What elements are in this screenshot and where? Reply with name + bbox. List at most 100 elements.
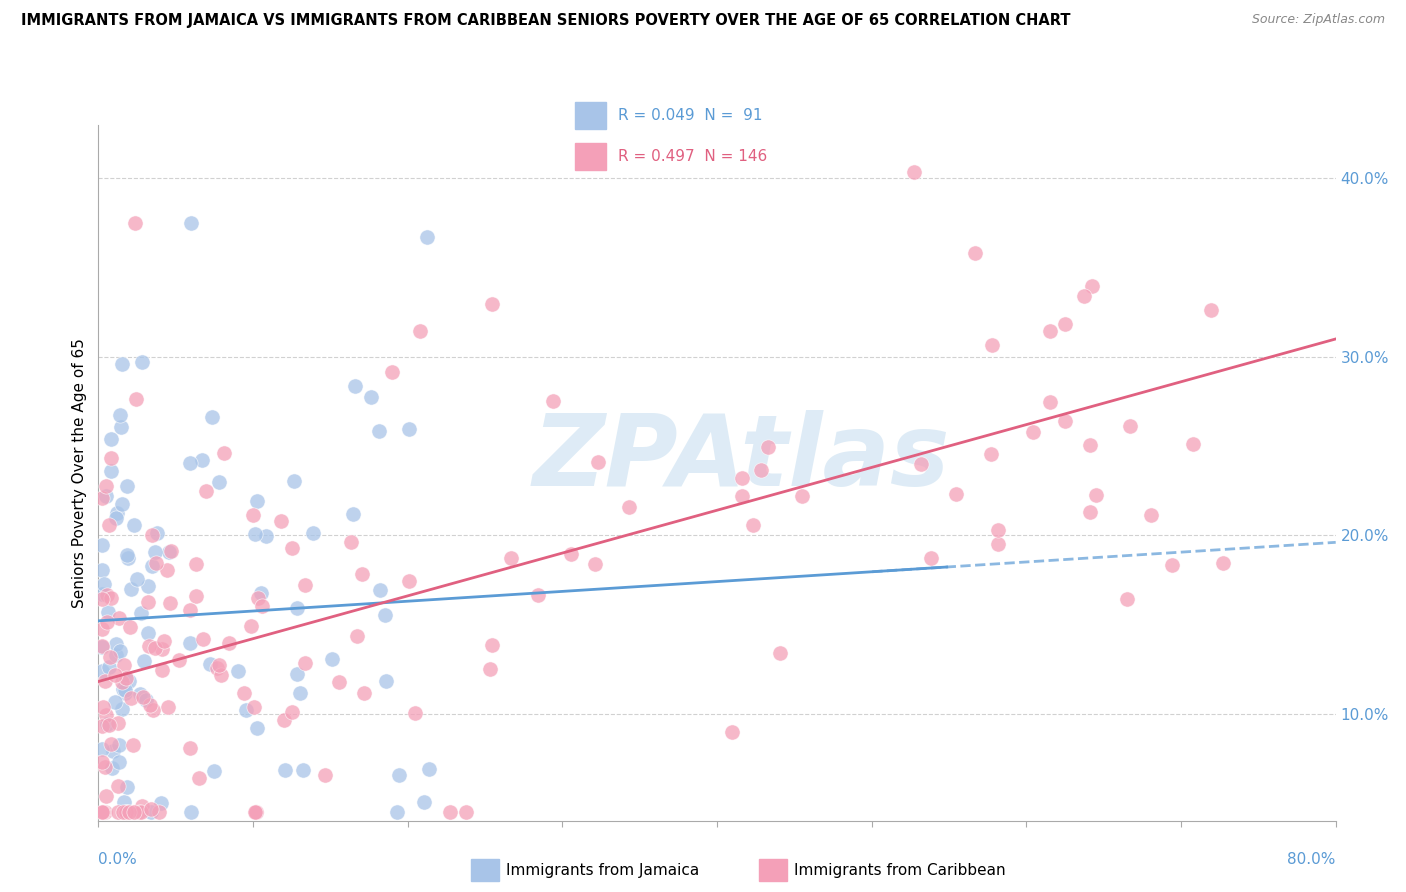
Point	[142, 703, 165, 717]
Text: Immigrants from Caribbean: Immigrants from Caribbean	[794, 863, 1007, 878]
Point	[200, 657, 222, 672]
Point	[245, 805, 267, 819]
Point	[1021, 425, 1043, 440]
Point	[963, 245, 986, 260]
Point	[104, 668, 127, 682]
Point	[96, 615, 118, 629]
Point	[456, 805, 478, 819]
FancyBboxPatch shape	[575, 103, 606, 129]
Point	[121, 738, 143, 752]
Point	[90, 563, 112, 577]
Point	[242, 508, 264, 522]
Point	[136, 626, 159, 640]
Point	[100, 761, 122, 775]
Point	[212, 446, 235, 460]
Point	[287, 600, 309, 615]
Point	[139, 802, 162, 816]
Point	[180, 216, 202, 230]
Point	[150, 796, 173, 810]
Point	[94, 805, 117, 819]
Point	[122, 518, 145, 533]
Point	[93, 576, 115, 591]
Point	[141, 559, 163, 574]
Point	[98, 518, 121, 533]
Point	[1182, 437, 1205, 451]
Point	[90, 491, 112, 505]
Point	[285, 666, 308, 681]
Point	[143, 545, 166, 559]
Point	[90, 756, 112, 770]
Text: Source: ZipAtlas.com: Source: ZipAtlas.com	[1251, 13, 1385, 27]
Point	[439, 805, 461, 819]
Point	[94, 707, 117, 722]
Point	[749, 463, 772, 477]
Point	[150, 642, 173, 657]
Point	[105, 637, 128, 651]
Point	[131, 799, 153, 814]
Point	[1039, 395, 1062, 409]
Point	[114, 683, 136, 698]
Point	[96, 588, 118, 602]
Point	[1080, 438, 1102, 452]
Point	[114, 680, 136, 694]
Point	[159, 596, 181, 610]
Point	[159, 544, 181, 558]
Point	[115, 780, 138, 794]
Point	[246, 494, 269, 508]
Point	[94, 789, 117, 804]
Point	[350, 566, 373, 581]
Point	[321, 652, 343, 666]
Point	[118, 619, 141, 633]
Point	[90, 591, 112, 606]
Text: IMMIGRANTS FROM JAMAICA VS IMMIGRANTS FROM CARIBBEAN SENIORS POVERTY OVER THE AG: IMMIGRANTS FROM JAMAICA VS IMMIGRANTS FR…	[21, 13, 1070, 29]
Point	[1139, 508, 1161, 523]
Point	[94, 490, 117, 504]
Point	[481, 638, 503, 652]
Point	[115, 805, 138, 819]
Point	[1199, 303, 1222, 318]
Point	[205, 661, 228, 675]
Point	[167, 653, 190, 667]
Point	[1160, 558, 1182, 572]
Point	[388, 768, 411, 782]
Point	[218, 636, 240, 650]
Point	[1118, 418, 1140, 433]
Point	[100, 464, 122, 478]
Point	[115, 479, 138, 493]
Point	[96, 717, 118, 731]
Point	[270, 514, 292, 528]
Point	[97, 605, 120, 619]
Point	[987, 537, 1010, 551]
Point	[179, 456, 201, 470]
Point	[202, 764, 225, 779]
Point	[1073, 289, 1095, 303]
Text: R = 0.049  N =  91: R = 0.049 N = 91	[619, 108, 762, 123]
Point	[105, 511, 128, 525]
Point	[108, 611, 131, 625]
Point	[360, 390, 382, 404]
Point	[139, 805, 162, 819]
Point	[100, 432, 122, 446]
Point	[243, 526, 266, 541]
Point	[1054, 414, 1077, 428]
Point	[398, 422, 420, 436]
Point	[302, 525, 325, 540]
Point	[184, 589, 207, 603]
Point	[105, 648, 128, 662]
Point	[247, 591, 270, 606]
Point	[346, 629, 368, 643]
Point	[980, 448, 1002, 462]
Text: 80.0%: 80.0%	[1288, 852, 1336, 867]
Point	[416, 230, 439, 244]
Point	[120, 690, 142, 705]
Point	[242, 700, 264, 714]
Point	[111, 497, 134, 511]
Point	[112, 658, 135, 673]
Point	[131, 354, 153, 368]
Point	[104, 695, 127, 709]
Point	[294, 656, 316, 670]
Point	[398, 574, 420, 588]
Point	[1039, 324, 1062, 338]
Point	[129, 805, 152, 819]
Point	[413, 795, 436, 809]
